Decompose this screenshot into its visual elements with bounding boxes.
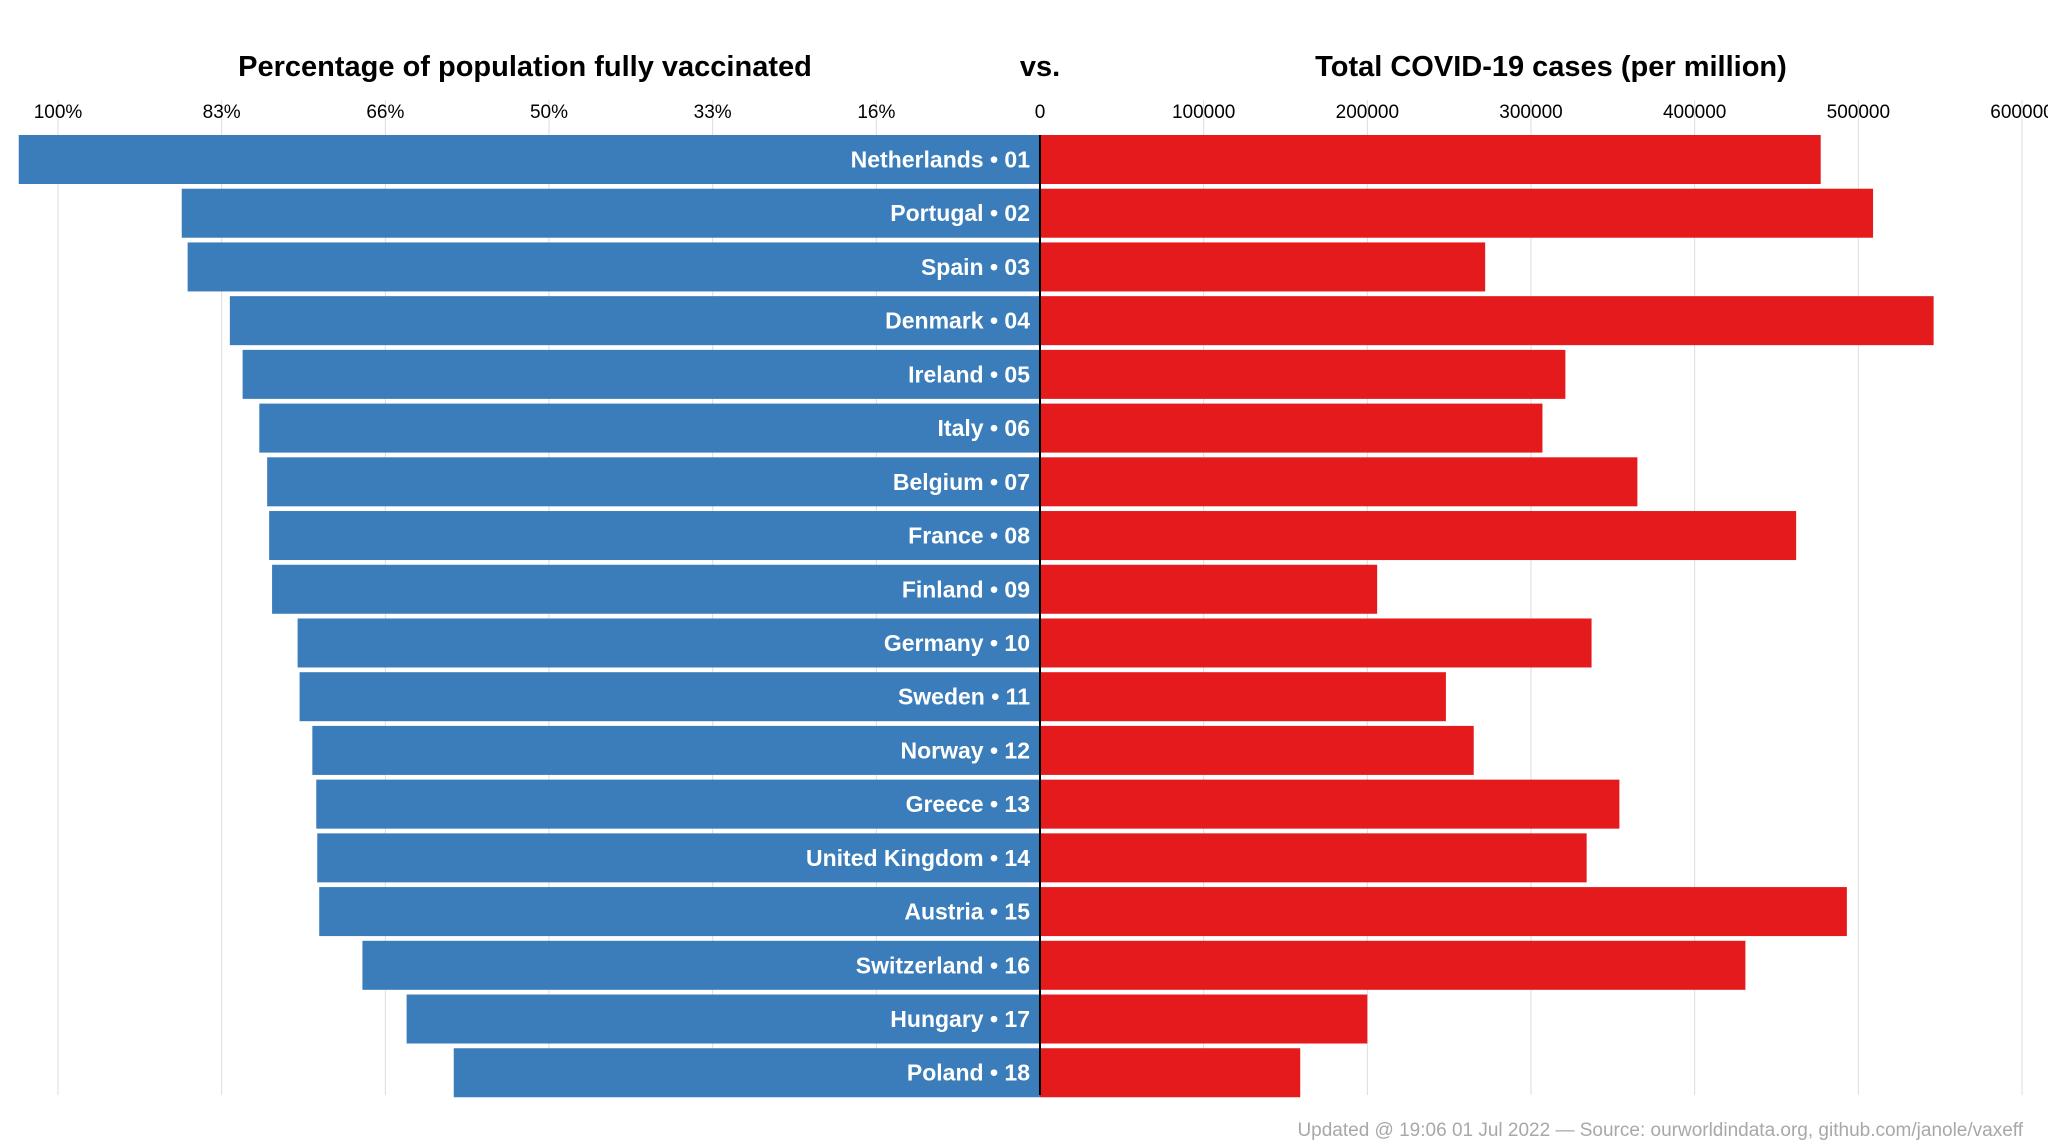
- cases-bar: [1040, 403, 1543, 453]
- cases-bar: [1040, 672, 1446, 722]
- vaccinated-bar: [453, 1048, 1041, 1098]
- vaccinated-bar: [187, 242, 1040, 292]
- left-tick-label: 16%: [857, 102, 895, 123]
- cases-bar: [1040, 725, 1474, 775]
- vaccinated-bar: [316, 779, 1040, 829]
- right-tick-label: 300000: [1499, 102, 1562, 123]
- cases-bar: [1040, 349, 1566, 399]
- vaccinated-bar: [299, 672, 1040, 722]
- cases-bar: [1040, 833, 1587, 883]
- right-tick-label: 200000: [1336, 102, 1399, 123]
- vs-title: vs.: [1020, 51, 1060, 83]
- vaccinated-bar: [272, 564, 1040, 614]
- cases-bar: [1040, 940, 1746, 990]
- right-tick-label: 600000: [1990, 102, 2048, 123]
- left-title: Percentage of population fully vaccinate…: [238, 51, 812, 83]
- left-tick-label: 0: [1035, 102, 1046, 123]
- cases-bars: [1040, 135, 1934, 1098]
- vaccinated-bar: [267, 457, 1040, 507]
- country-label: Switzerland • 16: [856, 952, 1030, 978]
- cases-bar: [1040, 887, 1847, 937]
- country-label: Portugal • 02: [890, 200, 1030, 226]
- cases-bar: [1040, 242, 1486, 292]
- vaccinated-bar: [18, 135, 1041, 184]
- vaccinated-bar: [259, 403, 1040, 453]
- vaccinated-bar: [297, 618, 1040, 668]
- left-tick-label: 66%: [366, 102, 404, 123]
- bar-labels: Netherlands • 01 Portugal • 02 Spain • 03 D…: [806, 147, 1030, 1086]
- right-title: Total COVID-19 cases (per million): [1315, 51, 1787, 83]
- vaccinated-bar: [362, 940, 1040, 990]
- cases-bar: [1040, 1048, 1301, 1098]
- vaccinated-bar: [312, 725, 1040, 775]
- cases-bar: [1040, 511, 1797, 561]
- vaccinated-bar: [406, 994, 1040, 1044]
- vaccinated-bar: [242, 349, 1041, 399]
- country-label: Finland • 09: [902, 576, 1030, 602]
- country-label: United Kingdom • 14: [806, 845, 1030, 871]
- country-label: Ireland • 05: [908, 361, 1030, 387]
- country-label: Belgium • 07: [893, 469, 1030, 495]
- vaccinated-bar: [229, 296, 1041, 346]
- left-tick-label: 83%: [203, 102, 241, 123]
- country-label: Italy • 06: [938, 415, 1030, 441]
- tick-labels: 0 16% 33% 50% 66% 83% 100% 100000 200000 300000 40…: [34, 102, 2048, 123]
- cases-bar: [1040, 188, 1874, 238]
- cases-bar: [1040, 618, 1592, 668]
- country-label: Austria • 15: [904, 899, 1030, 925]
- country-label: Spain • 03: [921, 254, 1030, 280]
- vaccinated-bar: [317, 833, 1040, 883]
- cases-bar: [1040, 564, 1378, 614]
- left-tick-label: 50%: [530, 102, 568, 123]
- cases-bar: [1040, 457, 1638, 507]
- cases-bar: [1040, 296, 1934, 346]
- country-label: Poland • 18: [907, 1060, 1030, 1086]
- country-label: France • 08: [908, 523, 1030, 549]
- left-tick-label: 33%: [694, 102, 732, 123]
- cases-bar: [1040, 135, 1821, 184]
- right-tick-label: 100000: [1172, 102, 1235, 123]
- cases-bar: [1040, 994, 1368, 1044]
- vaccinated-bars: [18, 135, 1041, 1098]
- country-label: Netherlands • 01: [851, 147, 1031, 173]
- cases-bar: [1040, 779, 1620, 829]
- vaccinated-bar: [181, 188, 1040, 238]
- right-tick-label: 400000: [1663, 102, 1726, 123]
- country-label: Greece • 13: [906, 791, 1030, 817]
- vaccinated-bar: [269, 511, 1040, 561]
- country-label: Hungary • 17: [890, 1006, 1030, 1032]
- country-label: Denmark • 04: [885, 308, 1030, 334]
- left-tick-label: 100%: [34, 102, 83, 123]
- right-tick-label: 500000: [1827, 102, 1890, 123]
- country-label: Sweden • 11: [898, 684, 1030, 710]
- country-label: Norway • 12: [901, 737, 1031, 763]
- vaccinated-bar: [319, 887, 1040, 937]
- country-label: Germany • 10: [884, 630, 1030, 656]
- footer-source: Updated @ 19:06 01 Jul 2022 — Source: ou…: [1297, 1120, 2023, 1140]
